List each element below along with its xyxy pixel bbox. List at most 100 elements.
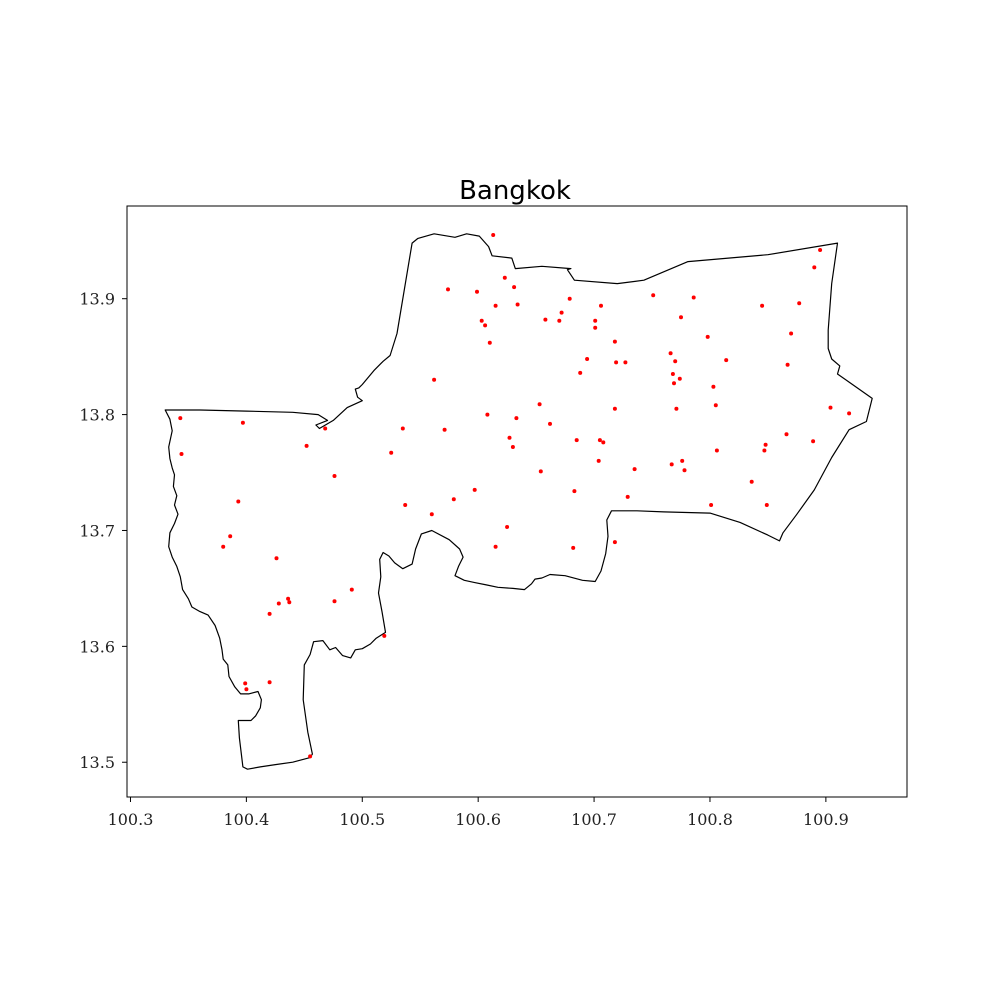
data-point	[811, 439, 816, 444]
data-point	[612, 406, 617, 411]
x-tick-label: 100.6	[455, 810, 501, 829]
data-point	[493, 303, 498, 308]
data-point	[597, 438, 602, 443]
data-point	[670, 372, 675, 376]
data-point	[228, 534, 233, 539]
data-point	[267, 611, 272, 616]
data-point	[672, 381, 676, 386]
data-point	[762, 448, 767, 453]
data-point	[724, 358, 729, 363]
data-point	[669, 462, 674, 467]
data-point	[784, 432, 789, 437]
data-point	[274, 556, 279, 561]
data-point	[572, 489, 577, 494]
data-point	[574, 438, 579, 443]
data-point	[349, 587, 354, 592]
data-point	[593, 318, 598, 323]
data-point	[514, 416, 519, 421]
data-point	[559, 310, 564, 315]
data-point	[287, 600, 292, 605]
y-axis: 13.5 13.6 13.7 13.8 13.9	[79, 290, 127, 772]
data-point	[632, 467, 637, 472]
data-point	[711, 384, 716, 389]
data-point	[442, 427, 447, 432]
data-point	[797, 301, 802, 306]
data-point	[691, 295, 696, 300]
data-point	[472, 487, 477, 492]
data-point	[179, 452, 184, 456]
data-point	[674, 406, 679, 411]
data-point	[382, 633, 387, 638]
data-point	[451, 497, 456, 502]
data-point	[244, 687, 249, 692]
data-point	[505, 525, 510, 529]
data-point	[714, 448, 719, 453]
data-point	[567, 296, 572, 301]
x-tick-label: 100.9	[803, 810, 849, 829]
data-point	[585, 357, 590, 361]
y-tick-label: 13.8	[79, 406, 115, 425]
data-point	[709, 503, 714, 507]
data-point	[651, 293, 656, 298]
data-point	[612, 339, 617, 344]
x-tick-label: 100.3	[108, 810, 154, 829]
data-point	[286, 596, 291, 601]
data-point	[475, 289, 479, 294]
data-point	[491, 233, 496, 237]
data-point	[812, 265, 817, 270]
data-point	[614, 360, 619, 365]
bangkok-boundary-outline	[164, 233, 873, 770]
data-point	[677, 376, 682, 381]
data-point	[593, 325, 598, 330]
data-point	[612, 540, 617, 545]
data-point	[548, 421, 552, 426]
data-point	[446, 287, 450, 292]
data-point	[332, 599, 337, 604]
data-point	[789, 331, 794, 336]
y-tick-label: 13.9	[79, 290, 115, 309]
data-point	[323, 426, 328, 431]
data-point	[763, 442, 768, 447]
data-point	[512, 285, 517, 290]
x-tick-label: 100.8	[687, 810, 733, 829]
data-point	[332, 474, 337, 478]
data-point	[510, 445, 515, 449]
chart-title: Bangkok	[459, 176, 571, 206]
plot-area	[164, 233, 873, 770]
data-point	[578, 370, 583, 375]
data-point	[623, 360, 628, 365]
data-point	[785, 362, 790, 367]
data-point	[760, 303, 765, 308]
data-point	[221, 544, 226, 549]
data-point	[479, 318, 484, 323]
data-point	[515, 302, 520, 307]
data-point	[599, 303, 603, 308]
data-point	[178, 416, 183, 421]
data-point	[713, 403, 718, 408]
data-point	[537, 402, 542, 407]
data-point	[432, 377, 437, 382]
y-tick-label: 13.6	[79, 637, 115, 656]
data-point	[389, 450, 394, 455]
data-point	[400, 426, 405, 431]
data-point	[276, 601, 281, 606]
data-point	[243, 681, 248, 686]
y-tick-label: 13.7	[79, 521, 115, 540]
data-point	[485, 412, 490, 417]
data-point	[625, 494, 630, 499]
data-point	[403, 503, 408, 507]
x-axis: 100.3 100.4 100.5 100.6 100.7 100.8 100.9	[108, 797, 849, 829]
y-tick-label: 13.5	[79, 753, 115, 772]
data-point	[502, 275, 507, 280]
data-point	[847, 411, 852, 416]
data-point	[493, 544, 498, 549]
data-point	[601, 440, 606, 445]
axes-frame	[126, 205, 908, 798]
data-point	[571, 545, 576, 550]
data-point	[673, 359, 678, 364]
data-point	[680, 458, 685, 463]
data-point	[543, 317, 548, 322]
data-point	[267, 680, 272, 685]
